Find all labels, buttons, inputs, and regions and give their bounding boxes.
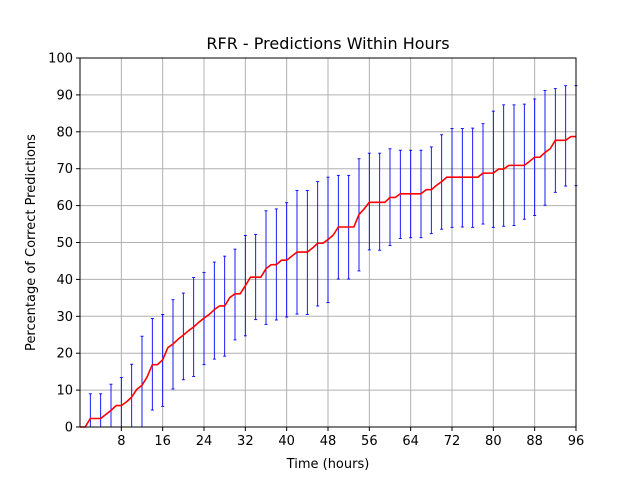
tick-layer: 8 16 24 32 40 48 56 64 72 80 88 96 0 10 20 30 40 50 60 70 80… xyxy=(48,52,584,450)
x-tick-label: 96 xyxy=(568,434,585,449)
x-tick-label: 32 xyxy=(237,434,254,449)
x-tick-label: 88 xyxy=(526,434,543,449)
x-tick-label: 64 xyxy=(402,434,419,449)
line-layer xyxy=(80,135,576,428)
y-axis-label: Percentage of Correct Predictions xyxy=(24,134,39,351)
y-tick-label: 30 xyxy=(56,310,73,325)
x-tick-label: 40 xyxy=(278,434,295,449)
x-axis-label: Time (hours) xyxy=(286,457,370,472)
y-tick-label: 90 xyxy=(56,88,73,103)
y-tick-label: 20 xyxy=(56,347,73,362)
y-tick-label: 10 xyxy=(56,384,73,399)
y-tick-label: 60 xyxy=(56,199,73,214)
x-tick-label: 24 xyxy=(196,434,213,449)
y-tick-label: 40 xyxy=(56,273,73,288)
x-tick-label: 56 xyxy=(361,434,378,449)
series-line xyxy=(80,135,576,428)
y-tick-label: 80 xyxy=(56,125,73,140)
chart-title: RFR - Predictions Within Hours xyxy=(206,34,449,53)
y-tick-label: 100 xyxy=(48,52,73,67)
x-tick-label: 72 xyxy=(444,434,461,449)
x-tick-label: 80 xyxy=(485,434,502,449)
y-tick-label: 50 xyxy=(56,236,73,251)
x-tick-label: 48 xyxy=(320,434,337,449)
y-tick-label: 0 xyxy=(65,421,73,436)
x-tick-label: 16 xyxy=(154,434,171,449)
y-tick-label: 70 xyxy=(56,162,73,177)
x-tick-label: 8 xyxy=(117,434,125,449)
